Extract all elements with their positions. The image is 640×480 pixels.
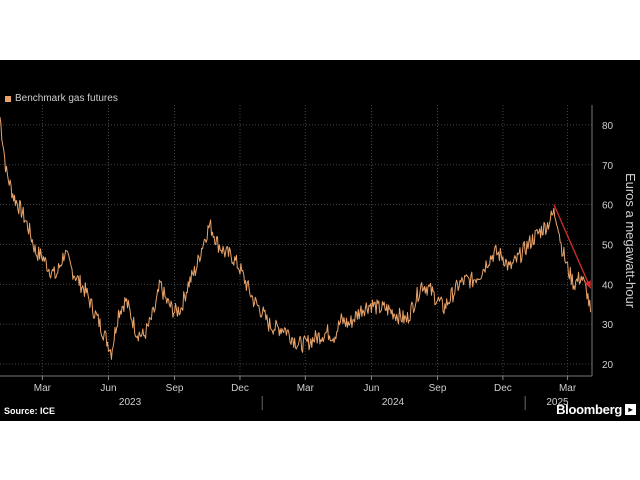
legend-label: Benchmark gas futures bbox=[15, 93, 118, 104]
y-axis-title: Euros a megawatt-hour bbox=[623, 173, 638, 309]
brand-icon: ▸ bbox=[625, 404, 636, 415]
y-tick-label: 80 bbox=[602, 121, 614, 132]
annotation-arrow-shaft bbox=[553, 204, 592, 289]
x-tick-label: Mar bbox=[34, 383, 52, 394]
source-label: Source: ICE bbox=[4, 406, 56, 416]
annotation-arrow-head bbox=[584, 280, 591, 289]
x-tick-label: Mar bbox=[297, 383, 315, 394]
x-tick-label: Sep bbox=[429, 383, 447, 394]
y-tick-label: 40 bbox=[602, 280, 614, 291]
x-tick-label: Mar bbox=[559, 383, 577, 394]
line-chart: 20 30 40 50 60 70 80 Mar Jun Sep Dec Mar Jun Sep Dec Ma… bbox=[0, 105, 638, 410]
legend-swatch bbox=[5, 95, 11, 102]
y-tick-label: 60 bbox=[602, 201, 614, 212]
brand-logo: Bloomberg bbox=[556, 402, 622, 417]
x-tick-label: Dec bbox=[494, 383, 512, 394]
x-tick-label: Jun bbox=[100, 383, 116, 394]
legend: Benchmark gas futures bbox=[5, 93, 118, 104]
year-label: 2025 bbox=[546, 397, 569, 408]
x-tick-label: Jun bbox=[363, 383, 379, 394]
y-tick-label: 50 bbox=[602, 240, 614, 251]
y-tick-label: 30 bbox=[602, 320, 614, 331]
y-tick-label: 20 bbox=[602, 360, 614, 371]
chart-title: European Gas Prices Drop From Two-Year H… bbox=[4, 4, 474, 25]
series-line-benchmark-gas-futures bbox=[0, 117, 592, 360]
x-tick-label: Dec bbox=[231, 383, 249, 394]
chart-frame: Benchmark gas futures 20 30 40 50 60 70 80 Mar J… bbox=[0, 60, 640, 421]
year-label: 2023 bbox=[119, 397, 142, 408]
y-tick-label: 70 bbox=[602, 161, 614, 172]
year-label: 2024 bbox=[382, 397, 405, 408]
x-tick-label: Sep bbox=[166, 383, 184, 394]
